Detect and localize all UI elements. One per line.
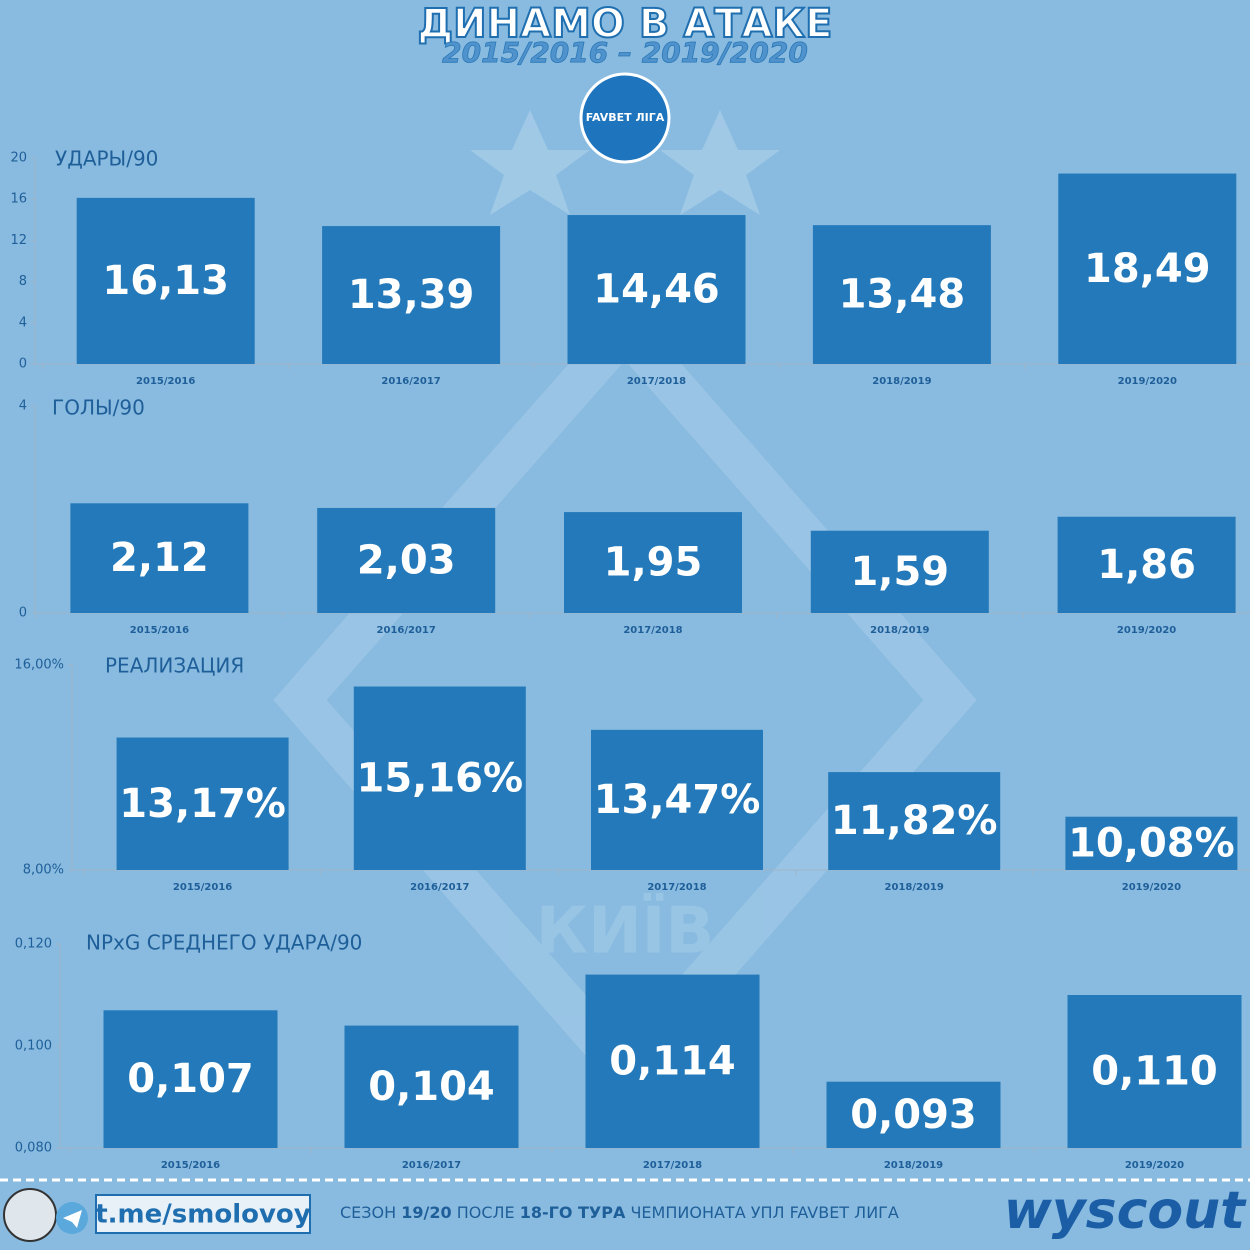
value-label: 0,107 bbox=[127, 1056, 254, 1102]
x-tick-label: 2017/2018 bbox=[643, 1160, 702, 1171]
bar bbox=[1065, 816, 1238, 870]
value-label: 15,16% bbox=[356, 755, 523, 801]
bar bbox=[810, 530, 989, 613]
bar bbox=[591, 729, 763, 870]
x-tick-label: 2015/2016 bbox=[130, 625, 189, 636]
bar bbox=[567, 215, 746, 364]
y-tick-label: 0,120 bbox=[15, 937, 52, 952]
bar bbox=[1067, 995, 1242, 1148]
x-tick-label: 2019/2020 bbox=[1125, 1160, 1184, 1171]
y-tick-label: 8 bbox=[19, 274, 27, 289]
bar bbox=[116, 737, 289, 870]
footer-caption: СЕЗОН 19/20 ПОСЛЕ 18-ГО ТУРА ЧЕМПИОНАТА … bbox=[340, 1203, 899, 1222]
title: ДИНАМО В АТАКЕ bbox=[418, 1, 833, 47]
watermark-text: КИЇВ bbox=[536, 893, 714, 969]
x-tick-label: 2017/2018 bbox=[627, 376, 686, 387]
x-tick-label: 2015/2016 bbox=[136, 376, 195, 387]
y-tick-label: 4 bbox=[19, 399, 27, 414]
y-tick-label: 0 bbox=[19, 606, 27, 621]
value-label: 0,093 bbox=[850, 1092, 977, 1138]
chart-title: РЕАЛИЗАЦИЯ bbox=[105, 654, 244, 678]
x-tick-label: 2018/2019 bbox=[872, 376, 931, 387]
value-label: 2,12 bbox=[110, 535, 209, 581]
x-tick-label: 2018/2019 bbox=[885, 882, 944, 893]
value-label: 1,95 bbox=[604, 540, 703, 586]
x-tick-label: 2015/2016 bbox=[173, 882, 232, 893]
bar bbox=[353, 686, 526, 870]
value-label: 0,114 bbox=[609, 1038, 736, 1084]
caption-part: СЕЗОН bbox=[340, 1203, 401, 1222]
bar bbox=[70, 503, 249, 613]
y-tick-label: 0,100 bbox=[15, 1039, 52, 1054]
y-tick-label: 0,080 bbox=[15, 1141, 52, 1156]
value-label: 18,49 bbox=[1084, 246, 1211, 292]
caption-part: 18-ГО ТУРА bbox=[520, 1203, 626, 1222]
y-tick-label: 16,00% bbox=[14, 658, 64, 673]
x-tick-label: 2017/2018 bbox=[623, 625, 682, 636]
x-tick-label: 2019/2020 bbox=[1117, 625, 1176, 636]
x-tick-label: 2016/2017 bbox=[410, 882, 469, 893]
value-label: 14,46 bbox=[593, 267, 720, 313]
bar bbox=[585, 974, 760, 1148]
y-tick-label: 0 bbox=[19, 357, 27, 372]
value-label: 1,59 bbox=[850, 549, 949, 595]
chart-title: ГОЛЫ/90 bbox=[52, 396, 145, 420]
y-tick-label: 4 bbox=[19, 315, 27, 330]
value-label: 10,08% bbox=[1068, 820, 1235, 866]
subtitle: 2015/2016 – 2019/2020 bbox=[442, 36, 808, 69]
x-tick-label: 2019/2020 bbox=[1118, 376, 1177, 387]
bar bbox=[1057, 516, 1236, 613]
link[interactable]: t.me/smolovoy bbox=[95, 1200, 311, 1230]
bar bbox=[826, 1081, 1001, 1148]
bar bbox=[76, 197, 255, 364]
telegram-plane bbox=[63, 1210, 82, 1228]
x-tick-label: 2016/2017 bbox=[402, 1160, 461, 1171]
bar bbox=[812, 225, 991, 364]
value-label: 11,82% bbox=[831, 798, 998, 844]
caption-part: 19/20 bbox=[401, 1203, 451, 1222]
brand: wyscout bbox=[1004, 1181, 1247, 1241]
x-tick-label: 2016/2017 bbox=[377, 625, 436, 636]
y-tick-label: 12 bbox=[10, 233, 27, 248]
value-label: 13,39 bbox=[348, 272, 475, 318]
x-tick-label: 2016/2017 bbox=[381, 376, 440, 387]
caption-part: ПОСЛЕ bbox=[452, 1203, 520, 1222]
value-label: 0,110 bbox=[1091, 1049, 1218, 1095]
league-name: FAVBET ЛІГА bbox=[586, 111, 665, 124]
bar bbox=[344, 1025, 519, 1148]
value-label: 2,03 bbox=[357, 537, 456, 583]
y-tick-label: 8,00% bbox=[23, 863, 64, 878]
x-tick-label: 2017/2018 bbox=[647, 882, 706, 893]
x-tick-label: 2015/2016 bbox=[161, 1160, 220, 1171]
bar bbox=[317, 507, 496, 613]
x-tick-label: 2019/2020 bbox=[1122, 882, 1181, 893]
x-tick-label: 2018/2019 bbox=[884, 1160, 943, 1171]
value-label: 1,86 bbox=[1097, 542, 1196, 588]
y-tick-label: 20 bbox=[10, 151, 27, 166]
value-label: 13,47% bbox=[594, 777, 761, 823]
avatar bbox=[3, 1188, 57, 1242]
chart-title: NPxG СРЕДНЕГО УДАРА/90 bbox=[86, 931, 362, 955]
caption-part: ЧЕМПИОНАТА УПЛ FAVBET ЛИГА bbox=[625, 1203, 899, 1222]
bar bbox=[828, 772, 1001, 870]
value-label: 16,13 bbox=[102, 258, 229, 304]
y-tick-label: 16 bbox=[10, 192, 27, 207]
value-label: 13,48 bbox=[839, 272, 966, 318]
bar bbox=[103, 1010, 278, 1148]
bar bbox=[564, 512, 742, 613]
x-tick-label: 2018/2019 bbox=[870, 625, 929, 636]
league-logo bbox=[579, 72, 671, 164]
link-box bbox=[95, 1194, 311, 1234]
bar bbox=[1058, 173, 1237, 364]
chart-title: УДАРЫ/90 bbox=[55, 147, 158, 171]
bar bbox=[322, 226, 501, 364]
value-label: 0,104 bbox=[368, 1064, 495, 1110]
value-label: 13,17% bbox=[119, 781, 286, 827]
